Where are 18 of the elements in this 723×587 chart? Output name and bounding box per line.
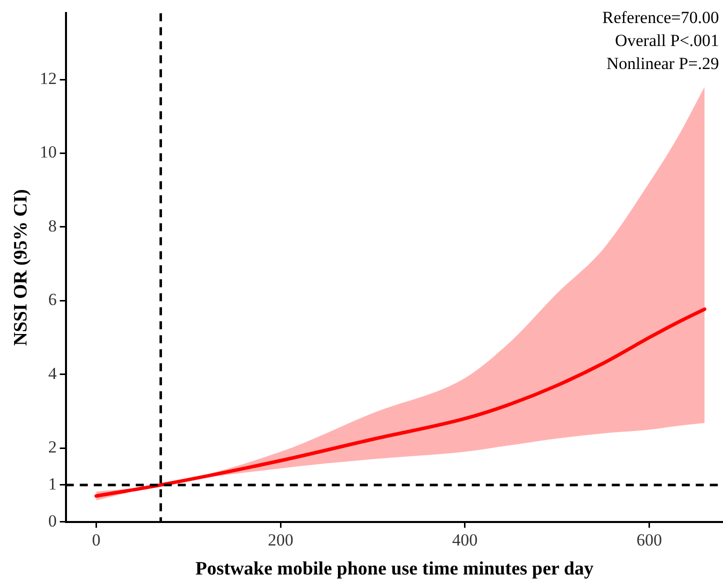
y-tick-label: 2 [48,438,57,457]
annotation: Nonlinear P=.29 [606,54,719,73]
y-axis-title: NSSI OR (95% CI) [10,189,32,346]
y-tick-label: 4 [48,364,58,383]
line-series [94,307,706,498]
x-tick-label: 0 [92,530,100,550]
y-tick-label: 1 [48,474,57,494]
y-tick-label: 10 [40,142,57,162]
y-tick-label: 0 [48,511,57,530]
x-tick-label: 600 [636,530,662,550]
annotation: Overall P<.001 [614,30,719,50]
y-tick-label: 8 [48,216,57,236]
x-tick-label: 200 [268,530,294,550]
x-axis-title: Postwake mobile phone use time minutes per day [195,558,594,580]
y-tick-label: 12 [40,69,57,88]
x-tick-label: 400 [452,530,478,550]
annotation: Reference=70.00 [602,8,719,27]
y-tick-label: 6 [48,290,57,310]
